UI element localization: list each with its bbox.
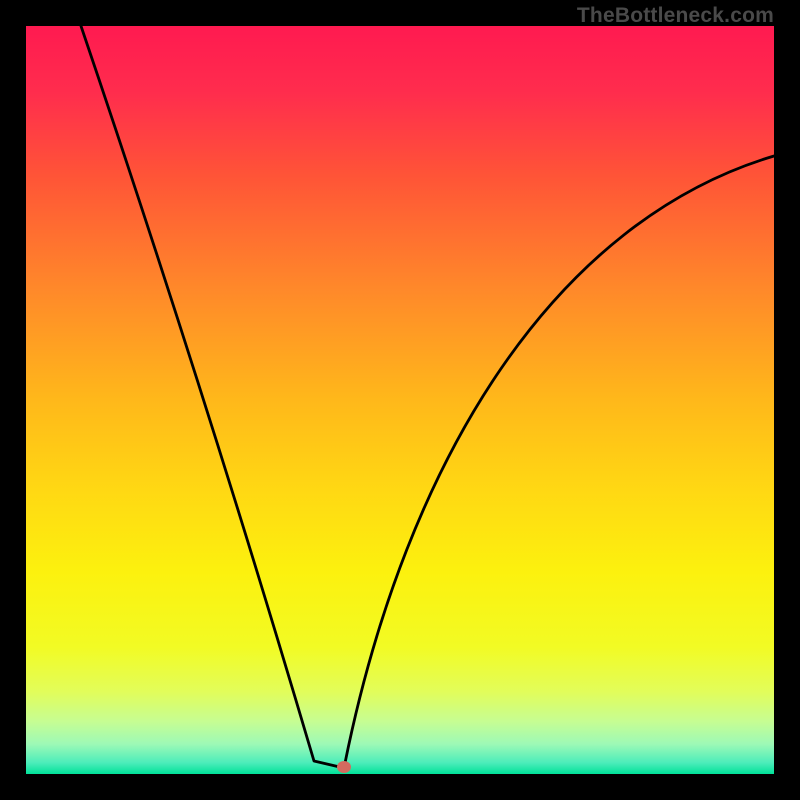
chart-plot-area [26,26,774,774]
minimum-point-marker [337,761,351,773]
watermark-text: TheBottleneck.com [577,4,774,28]
bottleneck-curve [26,26,774,774]
